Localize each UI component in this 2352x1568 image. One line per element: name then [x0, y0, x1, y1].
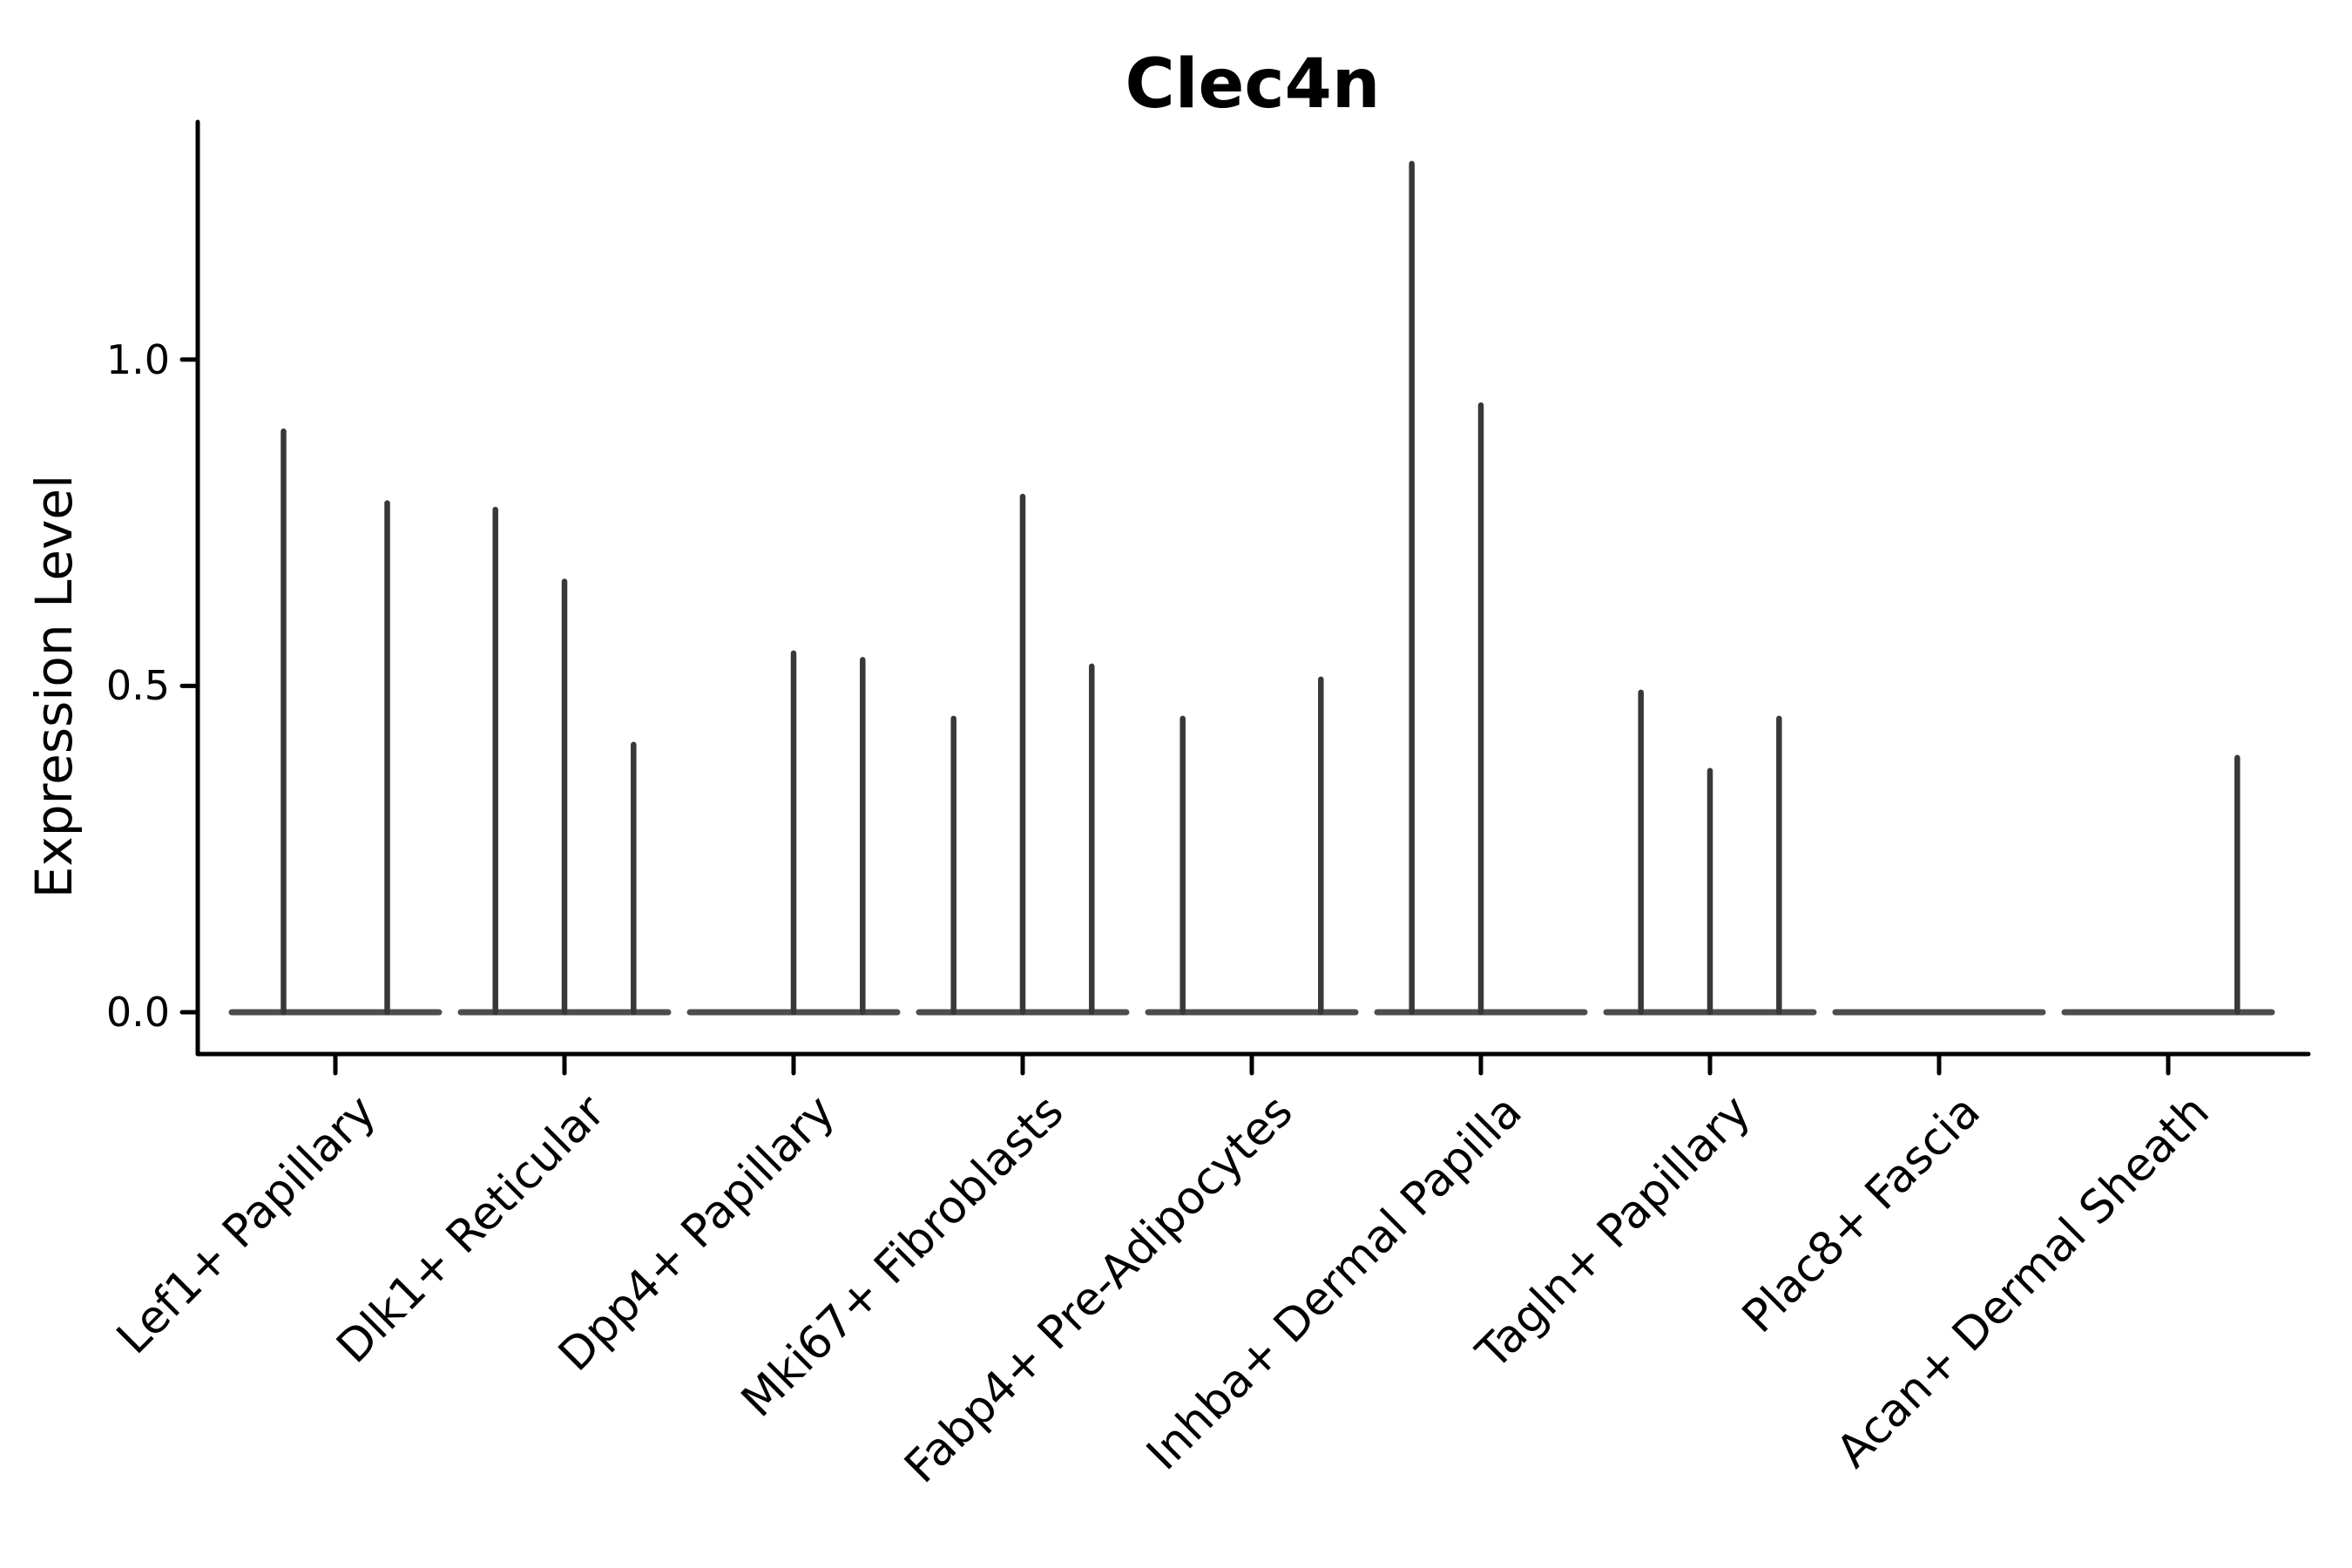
y-tick-label: 0.5	[105, 662, 170, 710]
chart-title: Clec4n	[1125, 45, 1381, 124]
y-tick-label: 1.0	[105, 335, 170, 383]
y-tick-label: 0.0	[105, 989, 170, 1036]
